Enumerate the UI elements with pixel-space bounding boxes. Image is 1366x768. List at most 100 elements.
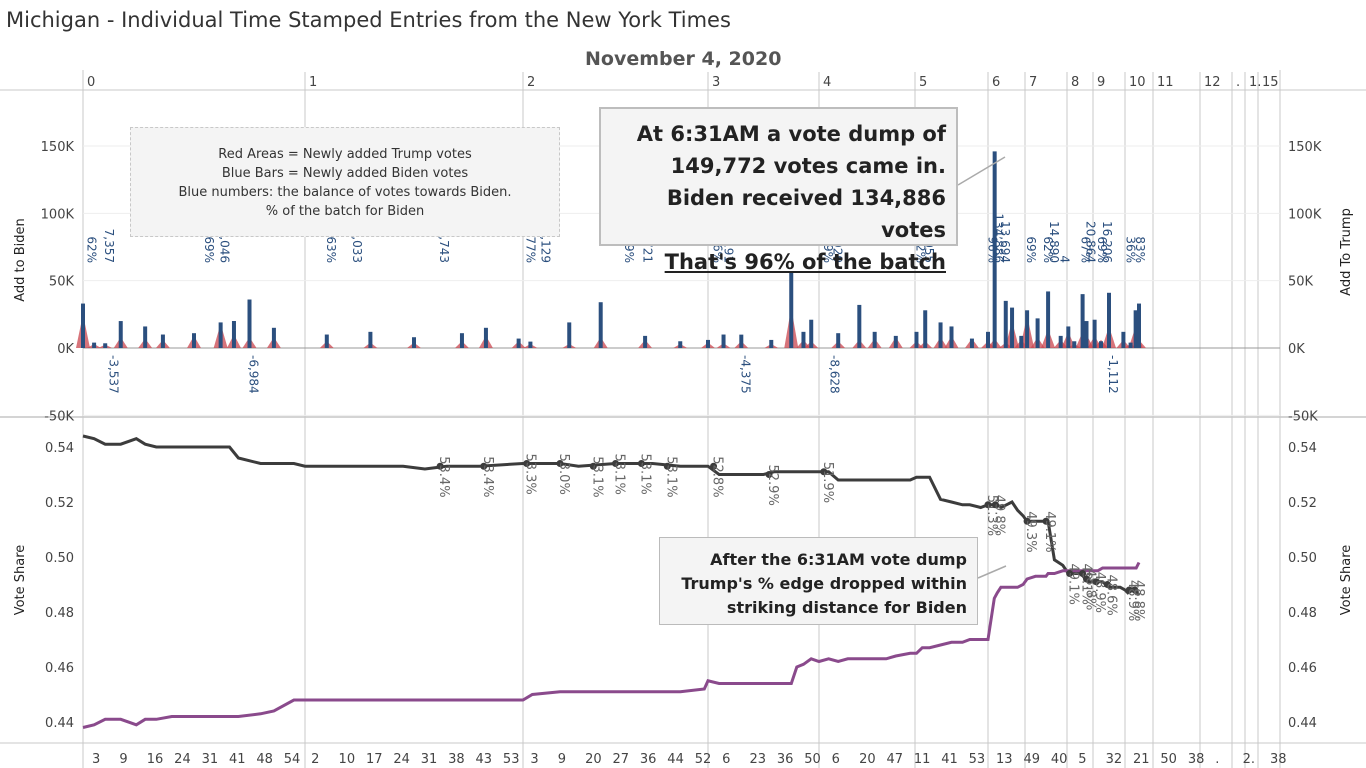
trump-share-point bbox=[523, 460, 531, 467]
line-ytick-label-right: 0.46 bbox=[1288, 661, 1317, 676]
minute-tick-label: 41 bbox=[229, 752, 246, 767]
minute-tick-label: 10 bbox=[339, 752, 356, 767]
biden-bar bbox=[986, 331, 990, 348]
chart-title: Michigan - Individual Time Stamped Entri… bbox=[6, 8, 731, 32]
dump-line-1: At 6:31AM a vote dump of bbox=[636, 122, 946, 146]
hour-tick-label: 5 bbox=[919, 75, 927, 90]
legend-line-balance: Blue numbers: the balance of votes towar… bbox=[178, 185, 512, 200]
biden-bar bbox=[789, 271, 794, 348]
minute-tick-label: 27 bbox=[613, 752, 630, 767]
biden-bar bbox=[516, 338, 521, 348]
biden-bar bbox=[678, 341, 683, 348]
minute-tick-label: 2 bbox=[311, 752, 319, 767]
minute-tick-label: 44 bbox=[667, 752, 684, 767]
line-data-label: 48.9% bbox=[1125, 580, 1140, 621]
hour-tick-label: 10 bbox=[1129, 75, 1146, 90]
biden-bar bbox=[483, 327, 488, 348]
bar-data-label: 62% bbox=[84, 236, 98, 263]
line-ytick-label-left: 0.48 bbox=[45, 606, 74, 621]
line-data-label: 53.1% bbox=[637, 454, 652, 495]
after-arrow bbox=[977, 565, 1007, 579]
biden-bar bbox=[923, 310, 928, 348]
bar-ytick-label-right: 50K bbox=[1288, 275, 1314, 290]
biden-bar bbox=[103, 343, 108, 348]
biden-bar bbox=[1133, 310, 1138, 348]
bar-data-label: 7,357 bbox=[102, 229, 116, 263]
bar-data-label: 96% bbox=[985, 236, 999, 263]
biden-bar bbox=[1066, 326, 1071, 348]
trump-share-point bbox=[984, 501, 992, 509]
trump-share-point bbox=[1103, 581, 1111, 588]
bar-data-label: -6,984 bbox=[247, 355, 261, 394]
biden-bar bbox=[368, 331, 373, 348]
biden-bar bbox=[721, 334, 726, 348]
hour-tick-label: 4 bbox=[823, 75, 831, 90]
line-ytick-label-right: 0.48 bbox=[1288, 606, 1317, 621]
minute-tick-label: 54 bbox=[284, 752, 301, 767]
biden-bar bbox=[1035, 318, 1040, 348]
biden-bar bbox=[1058, 335, 1063, 348]
bar-data-label: 4,743 bbox=[437, 229, 451, 263]
trump-share-point bbox=[820, 468, 828, 476]
trump-share-point bbox=[1131, 586, 1139, 594]
minute-tick-label: 24 bbox=[393, 752, 410, 767]
minute-tick-label: . bbox=[1215, 752, 1219, 767]
biden-bar bbox=[857, 304, 862, 348]
minute-tick-label: 48 bbox=[256, 752, 273, 767]
biden-bar bbox=[1121, 331, 1126, 348]
bar-ytick-label-right: 100K bbox=[1288, 207, 1322, 222]
line-data-label: 53.0% bbox=[556, 454, 571, 495]
bar-data-label: 36% bbox=[1123, 236, 1137, 263]
trump-share-point bbox=[710, 462, 718, 470]
hour-tick-label: 0 bbox=[87, 75, 95, 90]
vote-dump-annotation: At 6:31AM a vote dump of 149,772 votes c… bbox=[599, 107, 958, 274]
biden-bar bbox=[1025, 310, 1030, 348]
biden-bar bbox=[118, 321, 123, 348]
bar-ytick-label-left: -50K bbox=[44, 409, 74, 424]
trump-share-point bbox=[1042, 517, 1050, 525]
bar-data-label: 14,890 bbox=[1047, 221, 1061, 263]
trump-share-line bbox=[82, 434, 1141, 597]
minute-tick-label: 41 bbox=[941, 752, 958, 767]
minute-tick-label: 50 bbox=[804, 752, 821, 767]
biden-bar bbox=[81, 303, 85, 348]
biden-bar bbox=[1080, 294, 1085, 348]
minute-tick-label: 24 bbox=[174, 752, 191, 767]
line-data-label: 48.8% bbox=[1131, 580, 1146, 621]
minute-tick-label: 3 bbox=[530, 752, 538, 767]
minute-tick-label: 21 bbox=[1133, 752, 1150, 767]
line-data-label: 51.9% bbox=[820, 462, 835, 503]
biden-bar bbox=[231, 321, 236, 348]
hour-tick-label: 2 bbox=[527, 75, 535, 90]
biden-share-line bbox=[82, 561, 1141, 729]
line-data-label: 49.3% bbox=[1023, 511, 1038, 552]
minute-tick-label: 38 bbox=[1270, 752, 1287, 767]
biden-bar bbox=[92, 342, 97, 348]
bar-data-label: 16,206 bbox=[1100, 221, 1114, 263]
bar-data-label: 83% bbox=[1133, 236, 1147, 263]
legend-line-biden: Blue Bars = Newly added Biden votes bbox=[221, 166, 469, 181]
biden-bar bbox=[872, 331, 877, 348]
line-ytick-label-left: 0.52 bbox=[45, 496, 74, 511]
line-data-label: 49.8% bbox=[991, 495, 1006, 536]
line-data-label: 53.1% bbox=[663, 456, 678, 497]
line-ytick-label-right: 0.44 bbox=[1288, 716, 1317, 731]
minute-tick-label: 49 bbox=[1023, 752, 1040, 767]
line-ylabel-right: Vote Share bbox=[1339, 545, 1354, 616]
minute-tick-label: 13 bbox=[996, 752, 1013, 767]
minute-tick-label: 31 bbox=[421, 752, 438, 767]
bar-data-label: 4 bbox=[1058, 255, 1072, 263]
minute-tick-label: 6 bbox=[832, 752, 840, 767]
biden-bar bbox=[1128, 342, 1133, 348]
minute-tick-label: 2. bbox=[1243, 752, 1255, 767]
biden-bar bbox=[192, 333, 196, 348]
biden-bar bbox=[247, 299, 252, 348]
hour-tick-label: 11 bbox=[1157, 75, 1174, 90]
bar-data-label: 67% bbox=[1078, 236, 1092, 263]
bar-ytick-label-right: -50K bbox=[1288, 409, 1318, 424]
minute-tick-label: 43 bbox=[476, 752, 493, 767]
bar-ytick-label-left: 150K bbox=[41, 140, 75, 155]
biden-bar bbox=[836, 333, 841, 348]
trump-share-point bbox=[1066, 570, 1074, 577]
minute-tick-label: 3 bbox=[92, 752, 100, 767]
